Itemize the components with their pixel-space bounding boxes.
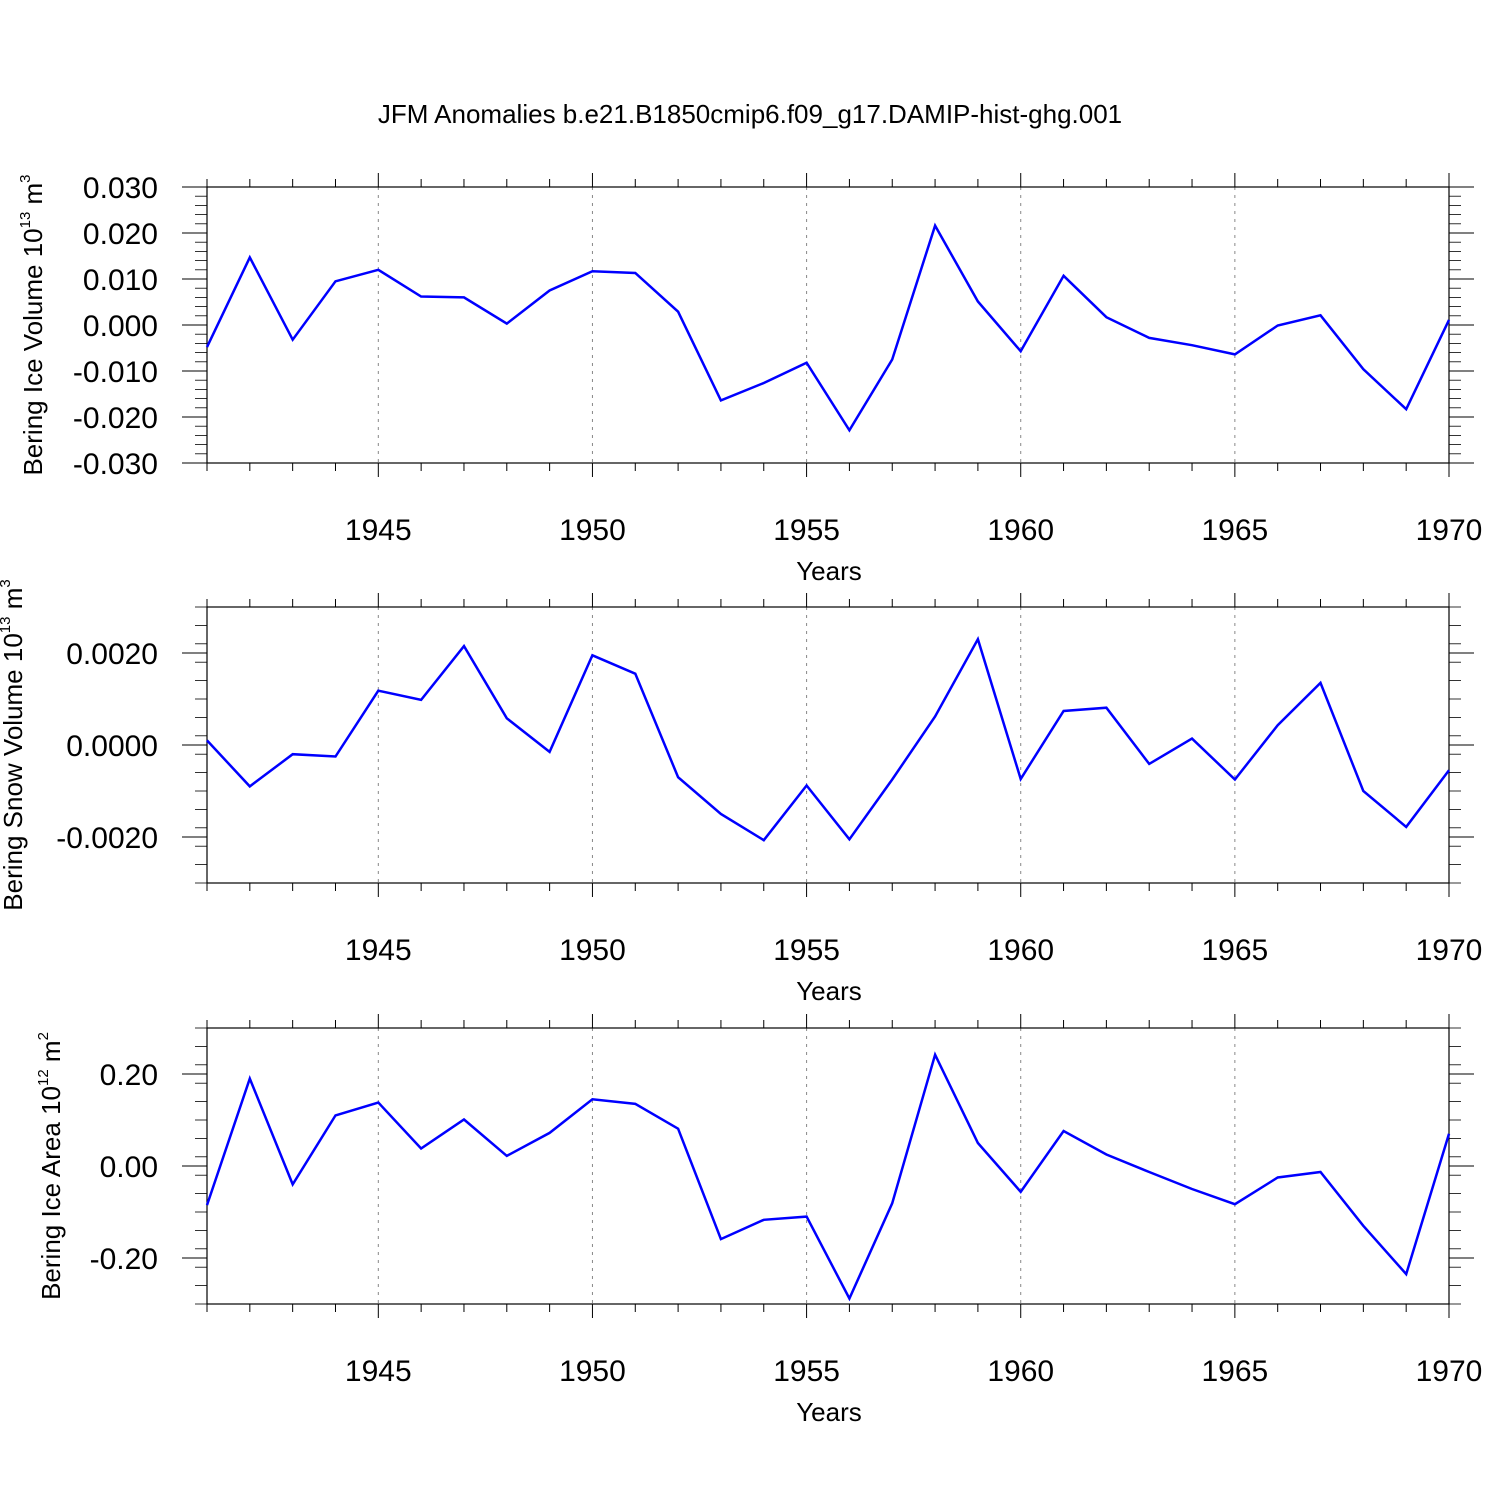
y-tick-label: -0.20 xyxy=(90,1243,158,1276)
y-tick-label: -0.0020 xyxy=(56,822,158,855)
x-tick-label: 1970 xyxy=(1416,934,1483,967)
x-tick-label: 1960 xyxy=(987,514,1054,547)
x-tick-label: 1965 xyxy=(1201,934,1268,967)
y-tick-label: 0.000 xyxy=(83,310,158,343)
x-tick-label: 1955 xyxy=(773,1355,840,1388)
x-axis-title: Years xyxy=(796,1397,862,1427)
x-tick-label: 1970 xyxy=(1416,514,1483,547)
y-axis-title: Bering Snow Volume 1013 m3 xyxy=(0,579,28,910)
panel-3: -0.20 0.00 0.20 1945 1950 1955 1960 1965 1970 Yea… xyxy=(35,1014,1482,1427)
y-tick-label: 0.00 xyxy=(100,1151,158,1184)
y-tick-label: 0.020 xyxy=(83,218,158,251)
x-tick-label: 1950 xyxy=(559,934,626,967)
y-tick-label: -0.030 xyxy=(73,448,158,481)
x-tick-label: 1960 xyxy=(987,934,1054,967)
y-tick-label: -0.010 xyxy=(73,356,158,389)
figure-title: JFM Anomalies b.e21.B1850cmip6.f09_g17.D… xyxy=(378,99,1122,129)
x-axis-title: Years xyxy=(796,556,862,586)
x-tick-label: 1970 xyxy=(1416,1355,1483,1388)
panel-2: -0.0020 0.0000 0.0020 1945 1950 1955 1960 1965 1… xyxy=(0,579,1482,1006)
x-tick-label: 1945 xyxy=(345,514,412,547)
plot-frame xyxy=(206,186,1450,464)
x-tick-label: 1945 xyxy=(345,1355,412,1388)
panels: -0.030 -0.020 -0.010 0.000 0.010 0.020 0.030 19… xyxy=(0,172,1482,1427)
y-axis-title: Bering Ice Area 1012 m2 xyxy=(35,1032,66,1300)
y-tick-label: 0.0020 xyxy=(66,638,158,671)
y-tick-label: -0.020 xyxy=(73,402,158,435)
series-line xyxy=(205,1051,1451,1302)
series-line xyxy=(206,636,1450,842)
series-line xyxy=(205,222,1451,433)
y-tick-label: 0.0000 xyxy=(66,730,158,763)
y-tick-label: 0.010 xyxy=(83,264,158,297)
x-tick-label: 1950 xyxy=(559,514,626,547)
y-tick-label: 0.030 xyxy=(83,172,158,205)
x-tick-label: 1960 xyxy=(987,1355,1054,1388)
y-tick-label: 0.20 xyxy=(100,1059,158,1092)
x-tick-label: 1950 xyxy=(559,1355,626,1388)
panel-1: -0.030 -0.020 -0.010 0.000 0.010 0.020 0.030 19… xyxy=(17,172,1482,586)
x-tick-label: 1955 xyxy=(773,514,840,547)
x-axis-title: Years xyxy=(796,976,862,1006)
y-axis-title: Bering Ice Volume 1013 m3 xyxy=(17,174,48,475)
x-tick-label: 1955 xyxy=(773,934,840,967)
plot-frame xyxy=(206,1027,1450,1305)
x-tick-label: 1945 xyxy=(345,934,412,967)
x-tick-label: 1965 xyxy=(1201,1355,1268,1388)
x-tick-label: 1965 xyxy=(1201,514,1268,547)
